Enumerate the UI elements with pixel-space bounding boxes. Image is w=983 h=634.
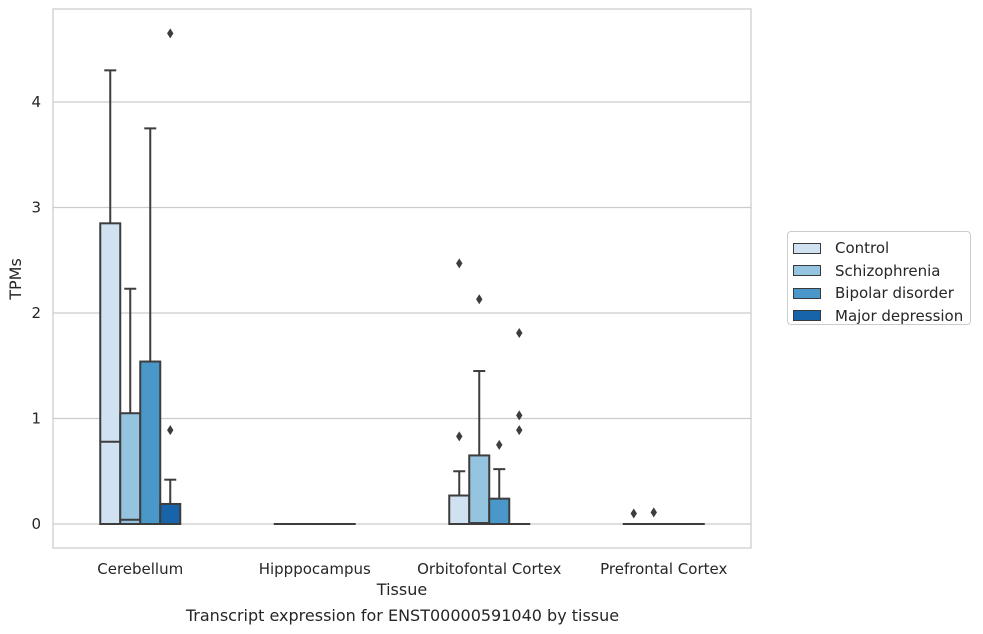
legend-swatch (793, 287, 821, 299)
y-axis-ticks: 0 1 2 3 4 (31, 93, 41, 533)
x-axis-ticks: Cerebellum Hipppocampus Orbitofontal Corte… (97, 560, 727, 578)
box-rect (159, 502, 182, 525)
x-tick-label: Cerebellum (97, 560, 183, 578)
legend-label: Control (835, 239, 890, 258)
box-rect (448, 494, 471, 526)
legend-item: Control (793, 237, 970, 260)
box-schizophrenia (119, 287, 142, 526)
box-schizophrenia (468, 294, 491, 525)
plot-area (99, 28, 705, 526)
box-rect (139, 360, 162, 525)
outlier-point (167, 425, 174, 436)
box-control (622, 508, 645, 526)
box-bipolar-disorder (488, 439, 511, 525)
y-tick-label: 2 (31, 304, 41, 322)
box-rect (99, 222, 122, 525)
y-tick-label: 1 (31, 410, 41, 428)
legend: Control Schizophrenia Bipolar disorder Majo… (787, 231, 971, 325)
legend-label: Schizophrenia (835, 261, 941, 280)
legend-item: Major depression (793, 305, 970, 328)
legend-swatch (793, 242, 821, 254)
outlier-point (496, 439, 503, 450)
box-major-depression (508, 328, 531, 526)
outlier-point (516, 425, 523, 436)
x-tick-label: Hipppocampus (259, 560, 371, 578)
outlier-point (516, 410, 523, 421)
box-rect (119, 412, 142, 526)
box-rect (488, 497, 511, 525)
outlier-point (630, 508, 637, 519)
y-axis-label: TPMs (6, 258, 25, 301)
legend-swatch (793, 310, 821, 322)
outlier-point (516, 328, 523, 339)
legend-label: Major depression (835, 306, 964, 325)
box-rect (468, 454, 491, 525)
x-axis-label: Tissue (376, 580, 427, 599)
legend-item: Bipolar disorder (793, 282, 970, 305)
box-control (448, 258, 471, 526)
outlier-point (456, 258, 463, 269)
box-bipolar-disorder (139, 127, 162, 525)
legend-label: Bipolar disorder (835, 284, 954, 303)
box-control (99, 69, 122, 525)
x-tick-label: Orbitofontal Cortex (417, 560, 561, 578)
x-tick-label: Prefrontal Cortex (600, 560, 727, 578)
plot-frame (52, 8, 752, 549)
legend-swatch (793, 265, 821, 277)
y-tick-label: 0 (31, 515, 41, 533)
outlier-point (456, 431, 463, 442)
outlier-point (167, 28, 174, 39)
y-tick-label: 4 (31, 93, 41, 111)
outlier-point (476, 294, 483, 305)
y-tick-label: 3 (31, 199, 41, 217)
outlier-point (650, 507, 657, 518)
legend-item: Schizophrenia (793, 260, 970, 283)
box-schizophrenia (642, 507, 665, 526)
box-major-depression (159, 28, 182, 525)
chart-caption: Transcript expression for ENST0000059104… (185, 606, 620, 625)
